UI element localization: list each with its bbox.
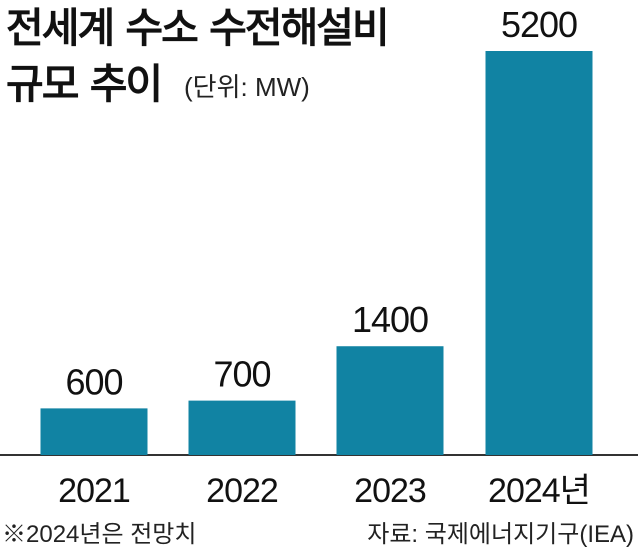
source-note: 자료: 국제에너지기구(IEA) <box>367 521 634 548</box>
x-tick-label-2: 2023 <box>354 472 426 510</box>
x-tick-label-0: 2021 <box>58 472 130 510</box>
footnote: ※2024년은 전망치 <box>2 521 197 548</box>
data-label-0: 600 <box>65 361 122 402</box>
x-tick-label-3: 2024년 <box>488 472 590 510</box>
chart-title-line-1: 전세계 수소 수전해설비 <box>6 4 390 52</box>
data-label-1: 700 <box>213 354 270 395</box>
bar-2 <box>336 346 444 455</box>
bar-1 <box>188 400 296 455</box>
bar-3 <box>485 51 593 455</box>
unit-label: (단위: MW) <box>184 72 310 102</box>
data-label-3: 5200 <box>501 4 577 45</box>
chart-title-line-2: 규모 추이 <box>6 60 163 108</box>
bar-0 <box>40 408 148 455</box>
x-tick-label-1: 2022 <box>206 472 278 510</box>
data-label-2: 1400 <box>352 299 428 340</box>
